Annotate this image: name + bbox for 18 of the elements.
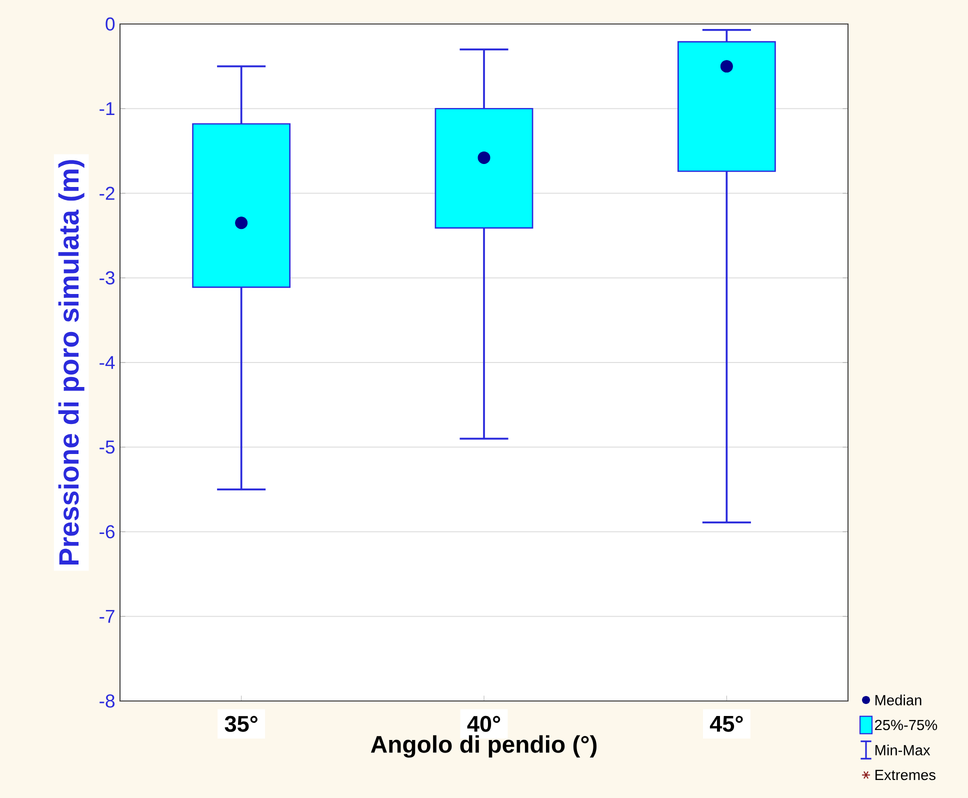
y-axis-title: Pressione di poro simulata (m) (58, 160, 84, 564)
y-tick-label: -4 (100, 356, 115, 369)
x-tick-label: 45° (710, 716, 743, 732)
y-tick-label: -3 (100, 271, 114, 284)
y-tick-label: -5 (100, 440, 115, 454)
x-tick-label: 40° (467, 716, 500, 732)
text: Min-Max (875, 744, 930, 756)
y-tick-label: -1 (100, 102, 114, 116)
y-tick-label: -8 (100, 694, 115, 708)
text: Extremes (875, 770, 936, 780)
x-axis-title: Angolo di pendio (°) (370, 735, 597, 758)
y-tick-label: -6 (100, 525, 114, 538)
text: 25%-75% (875, 720, 938, 730)
x-tick-label: 35° (224, 716, 258, 732)
text: Median (875, 694, 922, 706)
y-tick-label: -2 (100, 186, 114, 200)
y-tick-label: -7 (100, 610, 114, 623)
y-tick-label: 0 (106, 17, 115, 31)
